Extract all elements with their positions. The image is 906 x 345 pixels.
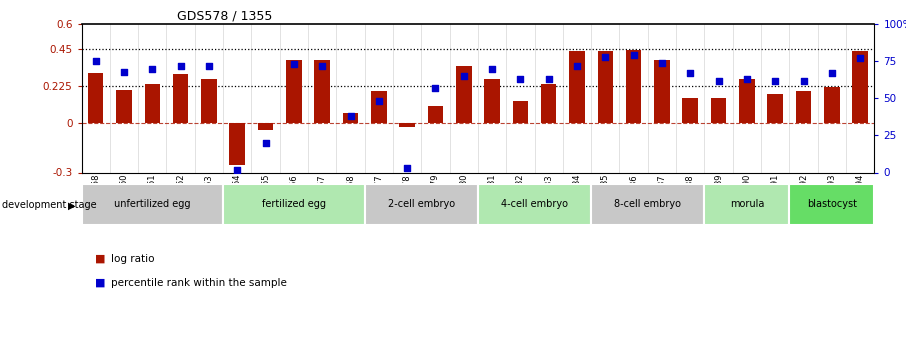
Text: unfertilized egg: unfertilized egg (114, 199, 190, 209)
Text: GDS578 / 1355: GDS578 / 1355 (177, 10, 272, 23)
Point (343, 114, 358, 119)
Text: ▶: ▶ (68, 200, 75, 210)
Point (429, 85, 443, 91)
Text: ■: ■ (95, 254, 106, 264)
Bar (789, 184, 874, 225)
Point (853, 56, 867, 61)
Point (570, 63, 584, 68)
Bar (82, 184, 223, 225)
Point (173, 63, 188, 68)
Bar (364, 184, 478, 225)
Point (145, 66, 159, 71)
Point (683, 70, 698, 76)
Point (202, 63, 217, 68)
Bar (739, 79, 755, 123)
Point (89, 58, 103, 64)
Text: morula: morula (729, 199, 764, 209)
Bar (371, 91, 387, 123)
Bar (286, 60, 302, 123)
Point (739, 76, 754, 82)
Point (626, 52, 641, 58)
Text: fertilized egg: fertilized egg (262, 199, 326, 209)
Point (315, 63, 330, 68)
Bar (485, 79, 500, 123)
Text: development stage: development stage (2, 200, 96, 210)
Bar (853, 50, 868, 123)
Text: log ratio: log ratio (111, 254, 154, 264)
Bar (795, 91, 811, 123)
Text: 4-cell embryo: 4-cell embryo (501, 199, 568, 209)
Point (542, 76, 556, 82)
Text: 2-cell embryo: 2-cell embryo (388, 199, 455, 209)
Point (286, 61, 301, 67)
Bar (258, 123, 274, 130)
Bar (400, 123, 415, 127)
Point (258, 140, 273, 146)
Bar (711, 98, 727, 123)
Bar (705, 184, 789, 225)
Point (400, 165, 414, 171)
Bar (478, 184, 591, 225)
Bar (428, 106, 443, 123)
Bar (626, 50, 641, 123)
Bar (88, 73, 103, 123)
Point (711, 78, 726, 83)
Point (796, 78, 811, 83)
Bar (513, 101, 528, 123)
Bar (223, 184, 364, 225)
Bar (201, 79, 217, 123)
Bar (541, 84, 556, 123)
Point (117, 69, 131, 75)
Point (371, 99, 386, 104)
Point (513, 76, 527, 82)
Bar (229, 123, 245, 165)
Point (485, 66, 499, 71)
Bar (654, 60, 670, 123)
Bar (456, 66, 471, 123)
Point (598, 54, 612, 60)
Point (230, 167, 245, 172)
Bar (173, 75, 188, 123)
Bar (314, 60, 330, 123)
Text: ■: ■ (95, 278, 106, 288)
Bar (116, 90, 131, 123)
Bar (767, 94, 783, 123)
Point (655, 60, 670, 66)
Text: percentile rank within the sample: percentile rank within the sample (111, 278, 286, 288)
Point (824, 70, 839, 76)
Point (768, 78, 783, 83)
Bar (569, 50, 584, 123)
Bar (598, 50, 613, 123)
Bar (342, 113, 358, 123)
Point (457, 73, 471, 79)
Text: blastocyst: blastocyst (807, 199, 857, 209)
Bar (591, 184, 705, 225)
Bar (682, 98, 698, 123)
Bar (145, 84, 160, 123)
Bar (824, 87, 840, 123)
Text: 8-cell embryo: 8-cell embryo (614, 199, 681, 209)
